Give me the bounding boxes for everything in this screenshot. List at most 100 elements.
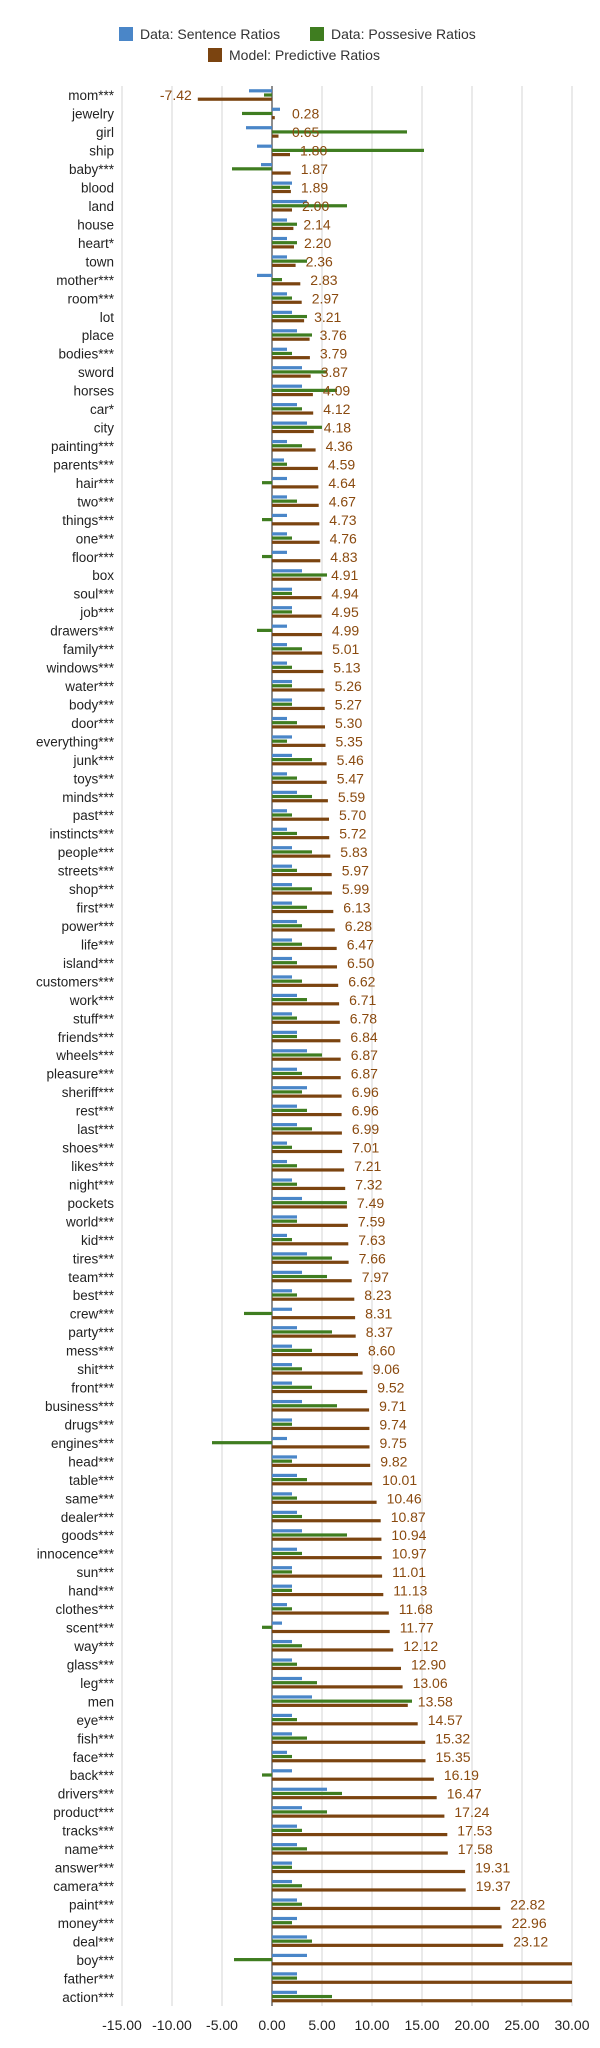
sentence-bar (272, 1473, 297, 1478)
category-label: city (94, 421, 115, 436)
predictive-value-label: 12.12 (403, 1638, 438, 1654)
possessive-bar (272, 776, 297, 780)
possessive-bar (272, 333, 312, 337)
sentence-bar (272, 1049, 307, 1053)
possessive-bar (272, 1090, 302, 1094)
sentence-bar (272, 772, 287, 776)
sentence-bar (272, 1455, 297, 1459)
category-label: hand*** (68, 1584, 115, 1599)
category-label: name*** (64, 1842, 114, 1857)
sentence-bar (272, 329, 297, 333)
category-label: crew*** (70, 1307, 115, 1322)
predictive-bar (272, 1445, 370, 1449)
predictive-value-label: 3.79 (320, 346, 347, 362)
category-label: sun*** (76, 1565, 114, 1580)
category-label: town (85, 254, 114, 269)
possessive-bar (272, 1662, 297, 1666)
possessive-bar (272, 1053, 322, 1057)
legend-item-sentence: Data: Sentence Ratios (119, 26, 280, 42)
legend: Data: Sentence Ratios Data: Possesive Ra… (119, 26, 476, 63)
possessive-bar (272, 684, 292, 688)
category-label: tracks*** (62, 1824, 115, 1839)
predictive-bar (272, 1076, 341, 1080)
predictive-value-label: 13.58 (418, 1693, 453, 1709)
predictive-value-label: 4.73 (329, 512, 356, 528)
sentence-bar (272, 643, 287, 647)
predictive-value-label: 4.59 (328, 456, 355, 472)
possessive-bar (272, 1478, 307, 1482)
category-label: people*** (58, 845, 115, 860)
predictive-value-label: 7.97 (362, 1269, 389, 1285)
sentence-bar (272, 975, 292, 979)
category-label: party*** (68, 1325, 115, 1340)
predictive-value-label: 4.95 (332, 604, 359, 620)
predictive-bar (272, 836, 330, 840)
sentence-bar (272, 1030, 297, 1034)
sentence-bar (272, 1067, 297, 1071)
category-label: room*** (67, 291, 114, 306)
predictive-value-label: 1.80 (300, 143, 327, 159)
sentence-bar (272, 1861, 292, 1865)
predictive-bar (272, 1999, 572, 2003)
category-label: stuff*** (73, 1011, 115, 1026)
category-label: lot (100, 310, 115, 325)
sentence-bar (272, 864, 292, 868)
sentence-bar (272, 1732, 292, 1736)
predictive-value-label: 16.19 (444, 1767, 479, 1783)
possessive-bar (272, 278, 282, 282)
sentence-bar (272, 1676, 302, 1681)
predictive-bar (272, 152, 290, 157)
sentence-bar (272, 236, 287, 241)
predictive-bar (272, 1316, 356, 1320)
predictive-value-label: 7.49 (357, 1195, 384, 1211)
predictive-value-label: 6.47 (347, 936, 374, 952)
predictive-bar (272, 1242, 349, 1246)
predictive-bar (272, 799, 328, 803)
predictive-value-label: 4.67 (329, 493, 356, 509)
predictive-value-label: 9.06 (373, 1361, 400, 1377)
possessive-bar (272, 1404, 337, 1408)
category-label: jewelry (71, 107, 114, 122)
possessive-bar (272, 1736, 307, 1740)
category-label: boy*** (76, 1953, 114, 1968)
predictive-bar (272, 1869, 466, 1874)
predictive-value-label: 13.06 (413, 1675, 448, 1691)
predictive-bar (272, 1906, 501, 1911)
category-label: windows*** (45, 661, 114, 676)
category-label: drawers*** (50, 624, 115, 639)
predictive-value-label: 17.24 (454, 1804, 489, 1820)
sentence-bar (272, 679, 292, 684)
predictive-value-label: 7.21 (354, 1158, 381, 1174)
predictive-bar (272, 485, 319, 489)
predictive-bar (272, 762, 327, 766)
sentence-bar (272, 1492, 292, 1496)
category-label: shoes*** (62, 1141, 115, 1156)
possessive-bar (272, 370, 327, 374)
predictive-bar (272, 1851, 448, 1855)
legend-swatch-predictive (208, 48, 222, 62)
x-axis-ticks: -15.00 -10.00 -5.00 0.00 5.00 10.00 15.00 20.00… (102, 2017, 590, 2033)
predictive-bar (272, 1297, 355, 1301)
sentence-bar (272, 1178, 292, 1182)
predictive-value-label: 3.76 (320, 327, 347, 343)
predictive-bar (272, 706, 325, 711)
category-label: scent*** (66, 1621, 115, 1636)
predictive-bar (272, 743, 326, 747)
possessive-bar (272, 1034, 297, 1039)
predictive-bar (272, 1186, 346, 1191)
predictive-bar (272, 1408, 370, 1412)
predictive-value-label: 12.90 (411, 1656, 446, 1672)
category-label: shop*** (69, 882, 115, 897)
x-tick-label: 20.00 (454, 2017, 489, 2033)
x-tick-label: -5.00 (206, 2017, 238, 2033)
possessive-bar (232, 167, 272, 171)
sentence-bar (272, 1990, 297, 1994)
predictive-value-label: 22.82 (510, 1896, 545, 1912)
predictive-value-label: 7.63 (358, 1232, 385, 1248)
category-label: best*** (73, 1288, 115, 1303)
category-label: deal*** (73, 1934, 115, 1949)
possessive-bar (272, 665, 292, 669)
possessive-bar (272, 1330, 332, 1334)
sentence-bar (272, 1547, 297, 1551)
predictive-bar (272, 965, 337, 969)
